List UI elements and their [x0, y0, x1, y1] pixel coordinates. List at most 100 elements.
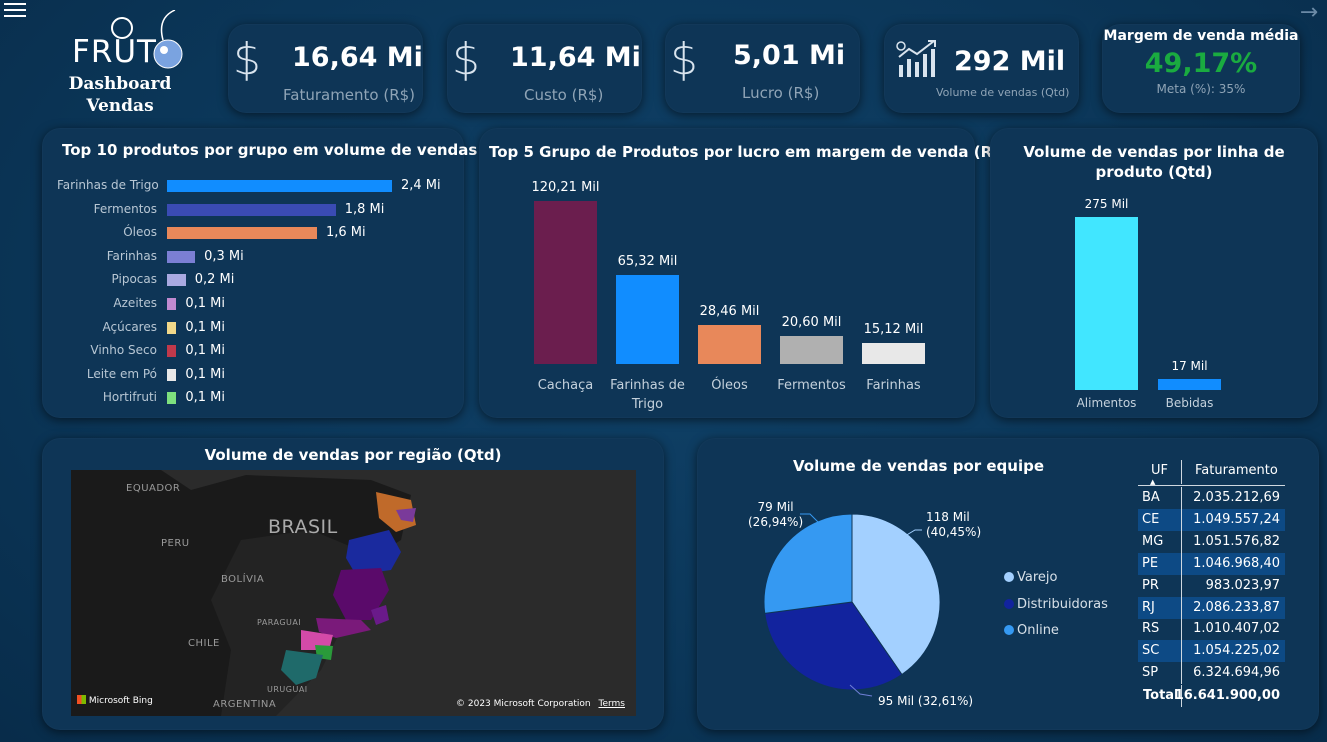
bar[interactable]	[167, 321, 177, 334]
bar-category-label: Açúcares	[102, 319, 157, 334]
region-pr[interactable]	[301, 630, 333, 650]
region-sp[interactable]	[316, 618, 371, 638]
region-rs[interactable]	[281, 650, 323, 685]
region-mg[interactable]	[333, 568, 389, 620]
bar[interactable]	[167, 274, 186, 287]
bar[interactable]	[167, 368, 177, 381]
bar[interactable]	[167, 227, 317, 240]
logo-brand-text: FRUT	[72, 34, 157, 70]
table-cell-uf: RS	[1142, 621, 1160, 637]
bar[interactable]	[167, 203, 336, 216]
kpi-lucro-card: $ 5,01 Mi Lucro (R$)	[665, 24, 860, 113]
table-row[interactable]: MG 1.051.576,82	[1138, 530, 1285, 553]
region-map[interactable]: EQUADOR BRASIL PERU BOLÍVIA CHILE PARAGU…	[71, 470, 636, 716]
region-pe[interactable]	[396, 508, 416, 522]
bing-attribution-text: Microsoft Bing	[88, 696, 153, 706]
bar[interactable]	[534, 201, 597, 364]
bar-category-label: Bebidas	[1165, 396, 1214, 410]
table-row[interactable]: BA 2.035.212,69	[1138, 487, 1285, 509]
table-cell-faturamento: 6.324.694,96	[1193, 665, 1280, 681]
table-total-row: Total 16.641.900,00	[1138, 685, 1285, 707]
bar[interactable]	[167, 298, 177, 310]
table-row[interactable]: CE 1.049.557,24	[1138, 508, 1285, 531]
kpi-custo-label: Custo (R$)	[524, 86, 604, 104]
legend-varejo[interactable]: Varejo	[1004, 570, 1057, 585]
table-row[interactable]: RJ 2.086.233,87	[1138, 596, 1285, 619]
top10-chart-card: Top 10 produtos por grupo em volume de v…	[42, 128, 477, 418]
table-total-value: 16.641.900,00	[1174, 688, 1280, 703]
bar[interactable]	[780, 336, 843, 364]
microsoft-logo-icon	[77, 695, 86, 704]
sort-asc-icon[interactable]: ▲	[1150, 478, 1156, 486]
bar-value-label: 17 Mil	[1171, 359, 1208, 374]
table-row[interactable]: PR 983.023,97	[1138, 574, 1285, 597]
bar[interactable]	[1075, 217, 1138, 390]
pie-slice[interactable]	[764, 601, 903, 691]
table-cell-faturamento: 983.023,97	[1205, 577, 1280, 593]
table-row[interactable]: RS 1.010.407,02	[1138, 618, 1285, 641]
pie-label-varejo-text: 118 Mil (40,45%)	[926, 510, 982, 539]
bar[interactable]	[167, 345, 177, 358]
bar-value-label: 28,46 Mil	[699, 304, 760, 320]
table-divider	[1181, 508, 1182, 531]
bar-value-label: 65,32 Mil	[617, 254, 678, 270]
table-cell-faturamento: 1.046.968,40	[1193, 555, 1280, 571]
map-shapes	[71, 470, 416, 716]
arrow-right-icon[interactable]: →	[1299, 0, 1319, 25]
table-divider	[1181, 596, 1182, 619]
region-rj[interactable]	[371, 605, 389, 625]
table-row[interactable]: SC 1.054.225,02	[1138, 640, 1285, 663]
table-header-faturamento[interactable]: Faturamento	[1195, 463, 1278, 478]
bar-category-label: Óleos	[711, 378, 748, 393]
top5-chart-card: Top 5 Grupo de Produtos por lucro em mar…	[479, 128, 1009, 418]
table-cell-uf: BA	[1142, 490, 1160, 505]
kpi-faturamento-card: $ 16,64 Mi Faturamento (R$)	[228, 24, 423, 113]
table-cell-uf: PE	[1142, 555, 1159, 571]
map-label-bolivia: BOLÍVIA	[221, 574, 265, 585]
bar-value-label: 0,1 Mi	[185, 366, 226, 382]
bar-category-label: Farinhas de Trigo	[57, 178, 159, 192]
bar[interactable]	[862, 343, 925, 364]
kpi-margem-card: Margem de venda média 49,17% Meta (%): 3…	[1102, 24, 1300, 113]
map-copyright: © 2023 Microsoft Corporation Terms	[456, 699, 625, 709]
pie-label-varejo: 118 Mil (40,45%)	[926, 510, 981, 540]
table-row[interactable]: SP 6.324.694,96	[1138, 662, 1285, 685]
bar[interactable]	[167, 180, 392, 192]
pie-chart[interactable]	[700, 480, 1000, 720]
bar-category-label: Hortifruti	[102, 390, 157, 405]
legend-online[interactable]: Online	[1004, 623, 1059, 638]
kpi-volume-value: 292 Mil	[954, 46, 1066, 77]
menu-icon[interactable]	[4, 3, 26, 19]
bar[interactable]	[616, 275, 679, 364]
pie-slice[interactable]	[851, 513, 941, 676]
table-row[interactable]: PE 1.046.968,40	[1138, 552, 1285, 575]
region-ce[interactable]	[376, 492, 416, 532]
bar-category-label: Farinhas de Trigo	[610, 378, 685, 412]
map-label-argentina: ARGENTINA	[213, 699, 277, 710]
chart-growth-icon	[896, 40, 936, 77]
table-header-uf[interactable]: UF	[1151, 463, 1168, 478]
region-ba[interactable]	[346, 530, 401, 575]
legend-distribuidoras[interactable]: Distribuidoras	[1004, 597, 1108, 612]
bar-value-label: 275 Mil	[1084, 197, 1129, 211]
bar-value-label: 0,1 Mi	[185, 319, 226, 335]
bar-value-label: 0,1 Mi	[185, 296, 226, 311]
table-cell-faturamento: 1.010.407,02	[1193, 621, 1280, 637]
legend-dot-distribuidoras	[1004, 599, 1014, 609]
legend-varejo-label: Varejo	[1017, 570, 1058, 585]
bar-category-label: Pipocas	[111, 272, 157, 287]
bar[interactable]	[1158, 379, 1221, 390]
dollar-icon: $	[452, 34, 480, 85]
bar-value-label: 0,3 Mi	[204, 248, 244, 264]
map-terms-link[interactable]: Terms	[598, 699, 625, 709]
table-cell-faturamento: 1.054.225,02	[1193, 643, 1280, 659]
map-title: Volume de vendas por região (Qtd)	[204, 446, 502, 464]
bar[interactable]	[167, 392, 177, 405]
bar-value-label: 2,4 Mi	[401, 178, 441, 193]
logo: FRUT Dashboard Vendas	[60, 6, 200, 118]
bar[interactable]	[698, 325, 761, 364]
pie-slice[interactable]	[763, 513, 853, 614]
bar[interactable]	[167, 250, 196, 263]
table-total-label: Total	[1143, 688, 1179, 703]
top10-chart-title: Top 10 produtos por grupo em volume de v…	[62, 141, 478, 159]
